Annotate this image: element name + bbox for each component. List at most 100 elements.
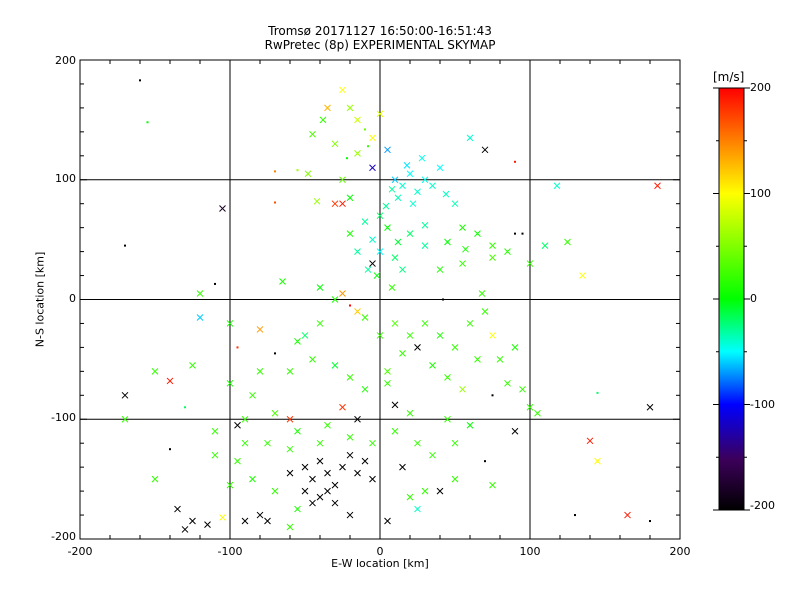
velocity-point: [409, 200, 417, 208]
colorbar-tick-label: 100: [750, 187, 771, 200]
velocity-point: [373, 272, 381, 279]
velocity-point: [649, 520, 651, 523]
velocity-point: [316, 284, 324, 291]
velocity-point: [421, 221, 429, 229]
velocity-point: [418, 154, 426, 162]
velocity-point: [459, 260, 466, 267]
velocity-point: [346, 373, 354, 381]
velocity-point: [264, 517, 271, 525]
chart-subtitle: RwPretec (8p) EXPERIMENTAL SKYMAP: [264, 38, 496, 52]
velocity-point: [541, 242, 549, 249]
velocity-point: [331, 296, 339, 303]
velocity-point: [331, 200, 339, 208]
velocity-point: [189, 362, 196, 369]
velocity-point: [226, 320, 234, 327]
velocity-point: [519, 385, 526, 393]
velocity-point: [226, 481, 234, 489]
velocity-point: [346, 157, 348, 160]
velocity-point: [294, 505, 301, 513]
velocity-point: [436, 332, 444, 339]
velocity-point: [304, 170, 312, 178]
velocity-point: [309, 356, 316, 363]
colorbar-ticks: [713, 87, 750, 511]
velocity-point: [496, 356, 504, 363]
velocity-point: [436, 164, 444, 172]
velocity-point: [241, 415, 249, 423]
velocity-point: [484, 460, 486, 463]
velocity-point: [286, 367, 294, 375]
velocity-point: [369, 164, 376, 172]
velocity-point: [256, 511, 264, 519]
velocity-point: [124, 244, 126, 247]
velocity-point: [399, 182, 406, 190]
velocity-point: [564, 238, 571, 246]
velocity-point: [474, 230, 481, 237]
velocity-point: [339, 463, 346, 471]
velocity-point: [346, 194, 354, 202]
velocity-point: [361, 314, 369, 321]
velocity-point: [354, 308, 361, 315]
velocity-point: [316, 457, 324, 465]
velocity-point: [391, 427, 399, 435]
velocity-point: [403, 162, 411, 169]
velocity-point: [174, 505, 181, 513]
velocity-point: [354, 150, 361, 157]
velocity-point: [391, 320, 399, 327]
velocity-point: [316, 493, 324, 501]
velocity-point: [189, 517, 196, 525]
velocity-point: [451, 439, 459, 447]
velocity-point: [249, 475, 256, 483]
velocity-point: [249, 391, 256, 399]
velocity-point: [316, 439, 324, 447]
velocity-point: [388, 185, 396, 193]
velocity-point: [406, 170, 414, 178]
velocity-point: [211, 451, 219, 459]
velocity-point: [219, 205, 226, 212]
velocity-point: [442, 190, 450, 198]
velocity-point: [429, 362, 436, 369]
y-tick-label: -100: [51, 411, 76, 424]
velocity-point: [414, 505, 421, 513]
velocity-point: [274, 352, 276, 355]
velocity-point: [384, 146, 391, 154]
velocity-point: [256, 367, 264, 375]
velocity-point: [466, 320, 474, 327]
velocity-point: [369, 475, 376, 483]
x-tick-label: -100: [217, 545, 243, 558]
velocity-point: [241, 517, 249, 525]
velocity-point: [346, 451, 354, 459]
velocity-point: [301, 463, 309, 471]
velocity-point: [286, 469, 294, 477]
velocity-point: [236, 346, 239, 349]
velocity-point: [466, 421, 474, 429]
velocity-point: [313, 197, 321, 205]
velocity-point: [214, 282, 216, 285]
velocity-point: [526, 260, 534, 267]
velocity-point: [369, 134, 376, 142]
velocity-point: [481, 308, 489, 315]
velocity-point: [436, 487, 444, 495]
velocity-point: [151, 367, 159, 375]
velocity-point: [462, 245, 469, 253]
velocity-point: [421, 176, 429, 184]
velocity-point: [491, 394, 494, 397]
velocity-point: [301, 332, 309, 339]
velocity-point: [256, 326, 264, 333]
velocity-point: [421, 320, 429, 327]
velocity-point: [596, 391, 599, 394]
velocity-point: [196, 290, 204, 297]
velocity-point: [264, 439, 271, 447]
velocity-point: [466, 134, 474, 142]
velocity-point: [394, 238, 402, 246]
velocity-point: [346, 511, 354, 519]
velocity-point: [406, 332, 414, 339]
velocity-point: [451, 200, 459, 208]
velocity-point: [169, 448, 171, 451]
velocity-point: [436, 266, 444, 273]
velocity-point: [286, 523, 294, 531]
velocity-point: [346, 104, 354, 112]
velocity-point: [316, 320, 324, 327]
velocity-point: [274, 201, 276, 204]
velocity-point: [511, 344, 519, 351]
velocity-point: [331, 362, 339, 369]
